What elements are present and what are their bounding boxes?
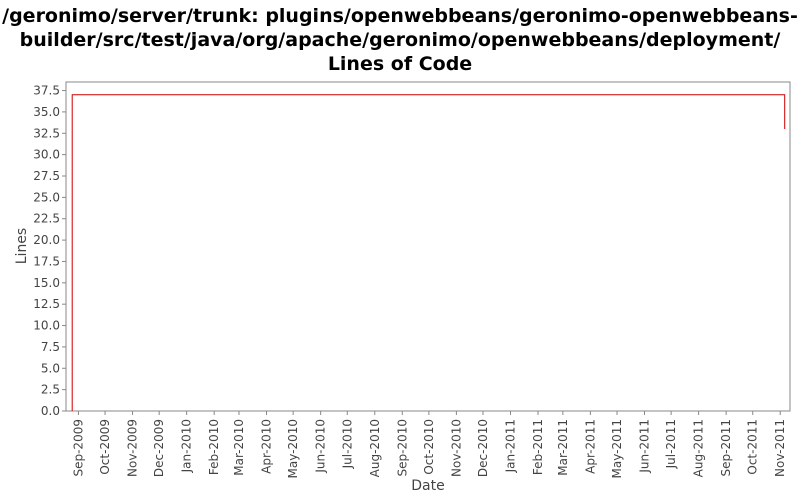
y-tick-label: 30.0 <box>33 148 60 162</box>
y-axis: 0.0 2.5 5.0 7.5 10.0 12.5 15.0 17.5 20.0 22.5 25.0… <box>33 84 66 418</box>
x-tick-label: Sep-2011 <box>719 419 733 477</box>
chart-title-line-3: Lines of Code <box>327 53 473 75</box>
x-tick-label: Nov-2010 <box>449 419 463 477</box>
x-tick-label: Sep-2009 <box>71 419 85 477</box>
x-tick-label: Jan-2010 <box>180 419 194 473</box>
x-tick-label: Feb-2010 <box>207 419 221 475</box>
y-tick-label: 0.0 <box>41 404 60 418</box>
plot-area <box>65 81 791 412</box>
x-tick-label: Aug-2010 <box>368 419 382 477</box>
x-tick-label: Dec-2010 <box>476 419 490 477</box>
x-tick-label: Mar-2011 <box>556 419 570 476</box>
x-tick-label: May-2011 <box>610 419 624 478</box>
x-tick-label: Jan-2011 <box>504 419 518 473</box>
y-tick-label: 17.5 <box>33 254 60 268</box>
x-tick-label: Jun-2011 <box>637 419 651 474</box>
y-tick-label: 27.5 <box>33 169 60 183</box>
x-tick-label: Feb-2011 <box>531 419 545 475</box>
x-tick-label: Mar-2010 <box>232 419 246 476</box>
y-tick-label: 10.0 <box>33 319 60 333</box>
y-tick-label: 2.5 <box>41 383 60 397</box>
y-tick-label: 7.5 <box>41 340 60 354</box>
y-tick-label: 25.0 <box>33 190 60 204</box>
x-tick-label: Aug-2011 <box>692 419 706 477</box>
chart-title-line-1: /geronimo/server/trunk: plugins/openwebb… <box>2 5 798 27</box>
chart-title-line-2: builder/src/test/java/org/apache/geronim… <box>19 29 781 51</box>
y-tick-label: 32.5 <box>33 126 60 140</box>
x-tick-label: Apr-2010 <box>260 419 274 474</box>
x-tick-label: Oct-2011 <box>746 419 760 475</box>
x-axis-label: Date <box>411 478 444 494</box>
series-line <box>71 94 786 411</box>
x-tick-label: Apr-2011 <box>583 419 597 474</box>
x-tick-label: Oct-2009 <box>98 419 112 475</box>
x-tick-label: May-2010 <box>286 419 300 478</box>
x-axis: Sep-2009 Oct-2009 Nov-2009 Dec-2009 Jan-2010… <box>71 411 787 478</box>
x-tick-label: Jun-2010 <box>314 419 328 474</box>
x-tick-label: Dec-2009 <box>152 419 166 477</box>
y-tick-label: 12.5 <box>33 297 60 311</box>
y-tick-label: 5.0 <box>41 361 60 375</box>
x-tick-label: Nov-2009 <box>126 419 140 477</box>
chart-title: /geronimo/server/trunk: plugins/openwebb… <box>0 4 800 76</box>
y-tick-label: 15.0 <box>33 276 60 290</box>
y-tick-label: 20.0 <box>33 233 60 247</box>
series-layer <box>71 94 786 411</box>
y-axis-label: Lines <box>14 228 30 264</box>
x-tick-label: Nov-2011 <box>773 419 787 477</box>
x-tick-label: Sep-2010 <box>395 419 409 477</box>
y-tick-label: 22.5 <box>33 212 60 226</box>
y-tick-label: 37.5 <box>33 84 60 98</box>
x-tick-label: Jul-2011 <box>664 419 678 469</box>
x-tick-label: Jul-2010 <box>340 419 354 469</box>
y-tick-label: 35.0 <box>33 105 60 119</box>
x-tick-label: Oct-2010 <box>422 419 436 475</box>
